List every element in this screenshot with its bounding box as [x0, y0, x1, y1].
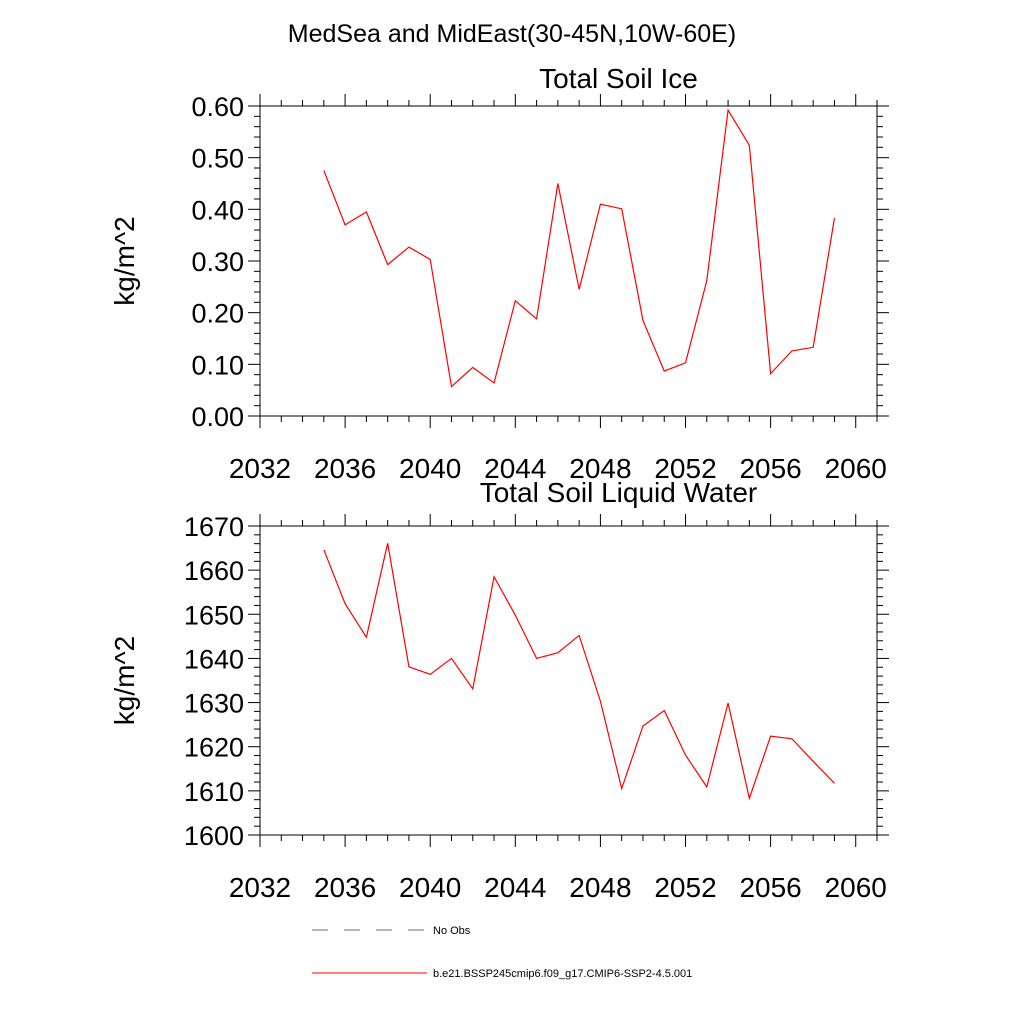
y-tick-label: 0.30	[191, 247, 244, 277]
chart-title: Total Soil Liquid Water	[480, 477, 758, 508]
x-tick-label: 2032	[229, 453, 291, 484]
y-tick-label: 1650	[184, 600, 244, 630]
chart-panel: Total Soil Ice 0.00 0.10 0.20 0.30 0.40 0.50 0.…	[109, 63, 889, 484]
x-tick-label: 2060	[825, 872, 887, 903]
y-axis-label: kg/m^2	[109, 216, 140, 305]
x-tick-label: 2060	[825, 453, 887, 484]
y-tick-label: 1630	[184, 689, 244, 719]
y-tick-label: 1620	[184, 733, 244, 763]
y-tick-label: 0.20	[191, 299, 244, 329]
y-tick-label: 1610	[184, 777, 244, 807]
legend-label: b.e21.BSSP245cmip6.f09_g17.CMIP6-SSP2-4.…	[433, 968, 692, 980]
legend-entry: b.e21.BSSP245cmip6.f09_g17.CMIP6-SSP2-4.…	[312, 968, 692, 980]
y-tick-label: 0.00	[191, 402, 244, 432]
x-tick-label: 2032	[229, 872, 291, 903]
x-tick-label: 2040	[399, 872, 461, 903]
x-tick-label: 2056	[739, 872, 801, 903]
chart-panels: Total Soil Ice 0.00 0.10 0.20 0.30 0.40 0.50 0.…	[109, 63, 889, 903]
x-tick-label: 2036	[314, 453, 376, 484]
y-tick-label: 0.10	[191, 350, 244, 380]
y-tick-label: 1660	[184, 556, 244, 586]
series-line	[323, 108, 836, 388]
x-tick-label: 2052	[654, 453, 716, 484]
y-tick-label: 0.40	[191, 195, 244, 225]
x-tick-label: 2052	[654, 872, 716, 903]
plot-frame	[259, 105, 878, 417]
figure-title: MedSea and MidEast(30-45N,10W-60E)	[288, 20, 736, 48]
y-tick-label: 1600	[184, 821, 244, 851]
y-tick-label: 0.60	[191, 92, 244, 122]
legend-label: No Obs	[433, 925, 471, 937]
x-tick-label: 2044	[484, 453, 546, 484]
plot-frame	[259, 525, 878, 836]
y-tick-label: 1670	[184, 512, 244, 542]
y-tick-label: 1640	[184, 644, 244, 674]
x-tick-label: 2056	[739, 453, 801, 484]
x-tick-label: 2036	[314, 872, 376, 903]
chart-title: Total Soil Ice	[539, 63, 698, 94]
x-tick-label: 2048	[569, 453, 631, 484]
y-tick-label: 0.50	[191, 144, 244, 174]
series-line	[323, 543, 835, 801]
legend: No Obs b.e21.BSSP245cmip6.f09_g17.CMIP6-S…	[312, 925, 692, 980]
chart-panel: Total Soil Liquid Water 1600 1610 1620 1630 1…	[109, 477, 889, 903]
y-axis-label: kg/m^2	[109, 636, 140, 725]
x-tick-label: 2048	[569, 872, 631, 903]
x-tick-label: 2044	[484, 872, 546, 903]
legend-entry: No Obs	[312, 925, 471, 937]
x-tick-label: 2040	[399, 453, 461, 484]
